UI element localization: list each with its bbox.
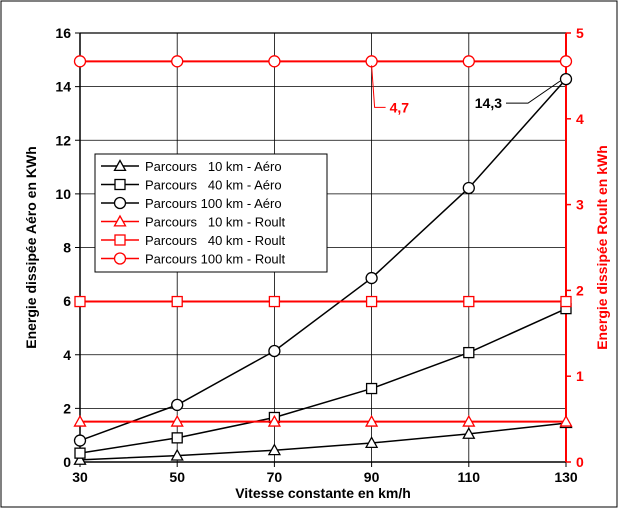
legend-swatch-marker (114, 234, 126, 246)
data-point (170, 448, 184, 461)
series-line (79, 422, 567, 461)
data-point (462, 55, 475, 68)
y-tick-label-left: 8 (63, 240, 71, 256)
series-line (79, 78, 567, 442)
legend-item: Parcours 10 km - Roult (101, 215, 286, 230)
y-tick-label-left: 6 (63, 293, 71, 309)
data-point (73, 453, 87, 465)
x-axis-title: Vitesse constante en km/h (235, 485, 411, 501)
y-tick-label-left: 12 (55, 132, 71, 148)
data-point (171, 432, 183, 444)
y-tick-label-left: 2 (63, 400, 71, 416)
series-3 (73, 72, 573, 447)
legend-swatch-marker (113, 214, 127, 227)
data-point (559, 414, 573, 427)
data-point (268, 295, 281, 308)
legend-item: Parcours 10 km - Aéro (101, 159, 282, 174)
legend-swatch-marker (113, 252, 127, 265)
legend-box (94, 153, 328, 273)
y-tick-label-right: 4 (576, 111, 584, 127)
x-tick-label: 110 (458, 469, 481, 485)
legend-label: Parcours 100 km - Roult (145, 252, 286, 267)
data-point (268, 344, 281, 358)
y-tick-label-right: 3 (576, 197, 584, 213)
y-tick-label-right: 1 (576, 368, 584, 384)
series-line (79, 307, 567, 454)
x-tick-label: 130 (554, 469, 578, 485)
data-point (559, 55, 573, 68)
legend-swatch-marker (113, 159, 127, 172)
y-tick-label-left: 0 (63, 454, 71, 470)
series-5 (74, 295, 572, 308)
data-point (365, 382, 378, 395)
data-point (364, 436, 379, 449)
series-6 (73, 55, 573, 68)
y-tick-label-left: 4 (63, 347, 71, 363)
y-tick-label-left: 14 (55, 79, 71, 95)
legend-swatch-marker (113, 196, 127, 210)
data-point (73, 55, 87, 68)
annotation-layer: 4,7 14,3 (371, 65, 561, 115)
data-label: 4,7 (390, 99, 410, 115)
data-point (74, 447, 86, 459)
y-tick-label-right: 5 (576, 25, 584, 41)
data-point (171, 55, 184, 68)
series-layer (73, 55, 573, 465)
legend-item: Parcours 40 km - Roult (101, 233, 286, 248)
x-tick-label: 70 (267, 469, 283, 485)
legend-label: Parcours 100 km - Aéro (145, 196, 282, 211)
legend-swatch-marker (114, 178, 126, 191)
data-point (171, 295, 183, 308)
data-label: 14,3 (475, 95, 502, 111)
data-point (365, 271, 378, 285)
data-point (462, 414, 476, 427)
data-point (364, 414, 379, 427)
data-point (365, 55, 378, 68)
y-tick-label-left: 10 (55, 186, 71, 202)
x-tick-label: 90 (364, 469, 380, 485)
y-tick-label-right: 2 (576, 282, 584, 298)
x-tick-label: 30 (72, 469, 88, 485)
legend: Parcours 10 km - Aéro Parcours 40 km - Aé… (94, 153, 328, 273)
data-point (73, 434, 87, 447)
data-point (560, 295, 572, 308)
legend-label: Parcours 40 km - Roult (145, 233, 286, 248)
data-point (267, 443, 282, 456)
data-point (463, 295, 475, 308)
data-point (74, 295, 86, 308)
y-tick-label-right: 0 (576, 454, 584, 470)
annotation-leader (371, 65, 386, 108)
data-point (170, 414, 184, 427)
data-point (462, 427, 476, 439)
data-point (73, 414, 87, 427)
data-point (267, 414, 282, 427)
series-4 (73, 414, 573, 427)
data-point (462, 181, 475, 195)
legend-label: Parcours 40 km - Aéro (145, 178, 282, 193)
legend-item: Parcours 100 km - Roult (101, 252, 286, 267)
y-axis-title-left: Energie dissipée Aéro en KWh (23, 146, 39, 349)
data-point (268, 55, 281, 68)
legend-item: Parcours 40 km - Aéro (101, 178, 282, 193)
data-point (559, 72, 573, 86)
legend-item: Parcours 100 km - Aéro (101, 196, 282, 211)
x-tick-label: 50 (169, 469, 185, 485)
data-point (365, 295, 378, 308)
data-point (463, 346, 475, 359)
y-tick-label-left: 16 (55, 25, 71, 41)
data-point (171, 398, 184, 412)
y-axis-title-right: Energie dissipée Roult en kWh (594, 145, 610, 350)
legend-label: Parcours 10 km - Aéro (145, 159, 282, 174)
annotation-leader (506, 80, 561, 104)
legend-label: Parcours 10 km - Roult (145, 215, 286, 230)
